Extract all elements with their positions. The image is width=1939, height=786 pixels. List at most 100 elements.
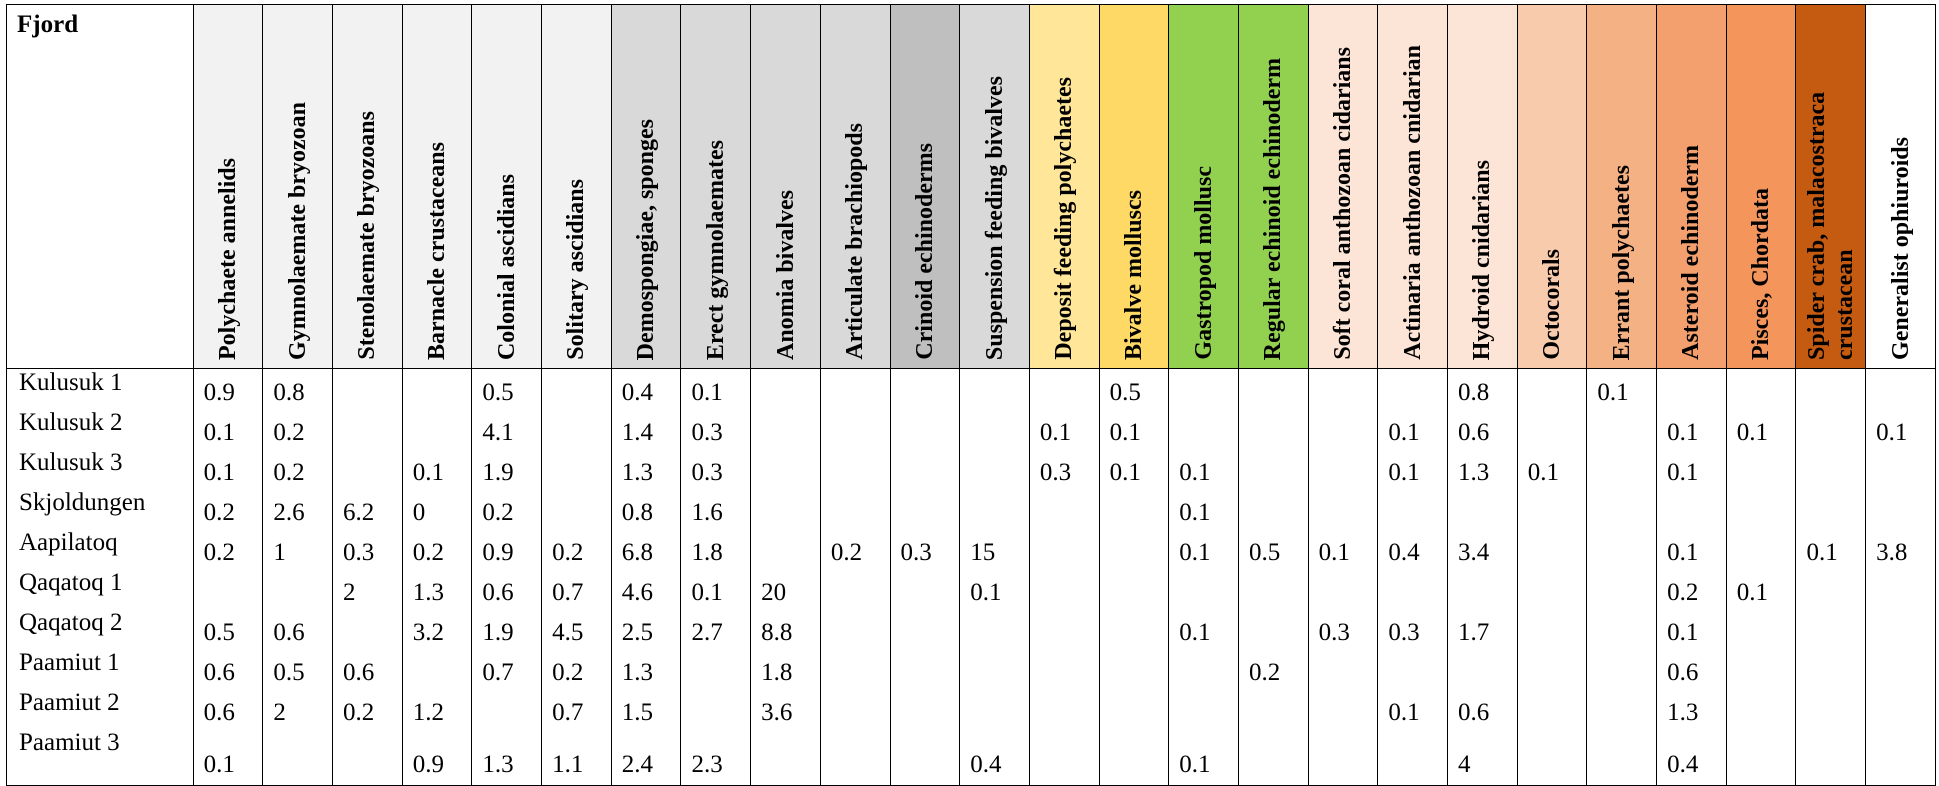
value-cell: 0.1 xyxy=(1656,409,1727,449)
value-cell: 0.6 xyxy=(1447,689,1518,729)
value-cell: 0.2 xyxy=(541,529,612,569)
value-cell: 0.9 xyxy=(401,729,473,786)
column-header-label: Demospongiae, sponges xyxy=(633,118,660,360)
value-cell xyxy=(889,729,961,786)
value-cell xyxy=(1028,489,1100,529)
value-cell xyxy=(1795,609,1867,649)
value-cell: 0.8 xyxy=(262,368,334,409)
column-header: Bivalve molluscs xyxy=(1098,4,1170,369)
value-cell xyxy=(889,569,961,609)
value-cell xyxy=(262,569,334,609)
value-cell: 0.1 xyxy=(1656,609,1727,649)
value-cell xyxy=(750,449,821,489)
value-cell xyxy=(1307,649,1379,689)
value-cell xyxy=(1586,529,1658,569)
table-row: Paamiut 1 0.6 0.5 0.6 0.7 0.2 1.3 1.8 0.2 0.6 xyxy=(6,649,1936,689)
value-cell xyxy=(401,409,473,449)
value-cell: 0.3 xyxy=(1307,609,1379,649)
value-cell: 0.6 xyxy=(332,649,403,689)
table-body: Kulusuk 1 0.9 0.8 0.5 0.4 0.1 0.5 0.8 0.1 Kulusuk… xyxy=(6,368,1936,786)
value-cell: 4 xyxy=(1447,729,1518,786)
value-cell: 1.4 xyxy=(610,409,682,449)
column-header: Demospongiae, sponges xyxy=(610,4,682,369)
value-cell xyxy=(1865,368,1936,409)
value-cell xyxy=(1237,729,1309,786)
value-cell: 0.1 xyxy=(1098,409,1170,449)
value-cell xyxy=(1377,649,1449,689)
value-cell: 0.1 xyxy=(1098,449,1170,489)
value-cell: 0.1 xyxy=(959,569,1030,609)
value-cell xyxy=(1168,689,1239,729)
value-cell xyxy=(750,409,821,449)
value-cell xyxy=(1586,409,1658,449)
value-cell xyxy=(959,409,1030,449)
value-cell xyxy=(889,449,961,489)
value-cell xyxy=(541,409,612,449)
value-cell xyxy=(1516,368,1588,409)
value-cell: 0.3 xyxy=(680,449,752,489)
value-cell: 0.2 xyxy=(262,449,334,489)
value-cell xyxy=(1516,609,1588,649)
fjord-column-header: Fjord xyxy=(6,4,194,369)
value-cell xyxy=(1098,649,1170,689)
value-cell xyxy=(1516,729,1588,786)
table-row: Kulusuk 2 0.1 0.2 4.1 1.4 0.3 0.1 0.1 0.1 0.6 0.1 0… xyxy=(6,409,1936,449)
value-cell xyxy=(959,689,1030,729)
value-cell: 0.1 xyxy=(1516,449,1588,489)
value-cell xyxy=(1098,529,1170,569)
value-cell: 1.3 xyxy=(401,569,473,609)
value-cell xyxy=(401,649,473,689)
value-cell xyxy=(1237,409,1309,449)
value-cell xyxy=(332,729,403,786)
value-cell: 0.9 xyxy=(471,529,543,569)
value-cell xyxy=(1586,729,1658,786)
value-cell xyxy=(819,449,891,489)
value-cell: 0.6 xyxy=(192,649,264,689)
value-cell: 4.5 xyxy=(541,609,612,649)
value-cell xyxy=(819,689,891,729)
value-cell: 0.5 xyxy=(471,368,543,409)
value-cell: 1.2 xyxy=(401,689,473,729)
value-cell xyxy=(959,449,1030,489)
value-cell: 4.1 xyxy=(471,409,543,449)
value-cell xyxy=(332,409,403,449)
value-cell xyxy=(750,529,821,569)
fjord-species-table: Fjord Polychaete annelids Gymnolaemate br… xyxy=(6,4,1936,786)
table-row: Paamiut 2 0.6 2 0.2 1.2 0.7 1.5 3.6 0.1 0.6 1.3 xyxy=(6,689,1936,729)
value-cell xyxy=(1516,529,1588,569)
value-cell: 0.6 xyxy=(192,689,264,729)
fjord-name-cell: Kulusuk 1 xyxy=(6,368,194,409)
value-cell xyxy=(1098,689,1170,729)
value-cell xyxy=(1028,368,1100,409)
value-cell xyxy=(1865,489,1936,529)
value-cell: 0.2 xyxy=(192,529,264,569)
value-cell: 1.7 xyxy=(1447,609,1518,649)
value-cell xyxy=(819,569,891,609)
value-cell: 6.8 xyxy=(610,529,682,569)
value-cell xyxy=(1098,489,1170,529)
value-cell: 0.2 xyxy=(401,529,473,569)
value-cell xyxy=(1586,609,1658,649)
table-row: Kulusuk 1 0.9 0.8 0.5 0.4 0.1 0.5 0.8 0.1 xyxy=(6,368,1936,409)
value-cell xyxy=(1865,609,1936,649)
value-cell: 1.5 xyxy=(610,689,682,729)
value-cell: 0.1 xyxy=(1795,529,1867,569)
value-cell xyxy=(959,368,1030,409)
value-cell xyxy=(889,489,961,529)
value-cell xyxy=(1447,649,1518,689)
value-cell: 0.4 xyxy=(959,729,1030,786)
value-cell: 0.1 xyxy=(1307,529,1379,569)
value-cell: 0.8 xyxy=(1447,368,1518,409)
value-cell xyxy=(1656,489,1727,529)
value-cell xyxy=(1098,729,1170,786)
fjord-name-cell: Skjoldungen xyxy=(6,489,194,529)
column-header-label: Asteroid echinoderm xyxy=(1678,145,1705,360)
value-cell: 0.1 xyxy=(192,449,264,489)
value-cell: 0.1 xyxy=(1656,529,1727,569)
value-cell xyxy=(1447,569,1518,609)
value-cell xyxy=(750,489,821,529)
value-cell: 2.3 xyxy=(680,729,752,786)
value-cell: 0.1 xyxy=(1168,609,1239,649)
column-header: Crinoid echinoderms xyxy=(889,4,961,369)
column-header-label: Anomia bivalves xyxy=(772,189,799,360)
